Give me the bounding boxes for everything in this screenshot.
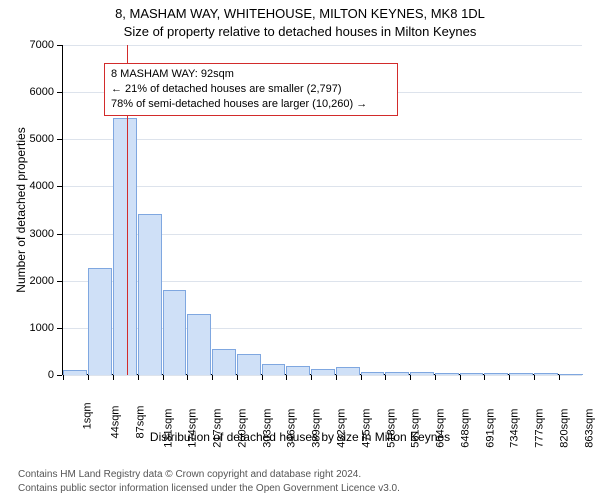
x-tick-mark xyxy=(385,375,386,380)
y-axis-label: Number of detached properties xyxy=(14,127,28,292)
chart-title-line1: 8, MASHAM WAY, WHITEHOUSE, MILTON KEYNES… xyxy=(0,6,600,21)
x-tick-mark xyxy=(212,375,213,380)
x-tick-label: 131sqm xyxy=(162,409,174,448)
x-tick-label: 863sqm xyxy=(583,409,595,448)
x-tick-label: 389sqm xyxy=(311,409,323,448)
x-tick-mark xyxy=(286,375,287,380)
bar xyxy=(187,314,211,375)
bar xyxy=(237,354,261,375)
y-tick-label: 7000 xyxy=(0,39,54,51)
grid-line xyxy=(62,45,582,46)
bar xyxy=(410,372,434,375)
x-tick-mark xyxy=(237,375,238,380)
x-tick-mark xyxy=(336,375,337,380)
callout-line2: ← 21% of detached houses are smaller (2,… xyxy=(111,82,391,97)
y-tick-label: 5000 xyxy=(0,133,54,145)
x-tick-mark xyxy=(484,375,485,380)
y-tick-mark xyxy=(57,375,62,376)
x-tick-label: 44sqm xyxy=(110,406,122,439)
bar xyxy=(484,373,508,375)
x-tick-label: 303sqm xyxy=(261,409,273,448)
bar xyxy=(361,372,385,375)
x-tick-label: 87sqm xyxy=(134,406,146,439)
y-tick-label: 3000 xyxy=(0,228,54,240)
x-tick-label: 260sqm xyxy=(237,409,249,448)
x-tick-mark xyxy=(311,375,312,380)
x-tick-label: 518sqm xyxy=(385,409,397,448)
grid-line xyxy=(62,186,582,187)
x-tick-label: 820sqm xyxy=(558,409,570,448)
chart-container: 8, MASHAM WAY, WHITEHOUSE, MILTON KEYNES… xyxy=(0,0,600,500)
grid-line xyxy=(62,139,582,140)
y-tick-label: 1000 xyxy=(0,322,54,334)
footer-line2: Contains public sector information licen… xyxy=(18,482,400,496)
bar xyxy=(385,372,409,375)
x-tick-mark xyxy=(163,375,164,380)
x-tick-mark xyxy=(435,375,436,380)
y-tick-label: 0 xyxy=(0,369,54,381)
bar xyxy=(435,373,459,375)
bar xyxy=(286,366,310,375)
x-tick-label: 475sqm xyxy=(360,409,372,448)
y-tick-label: 4000 xyxy=(0,180,54,192)
x-tick-label: 1sqm xyxy=(82,402,94,429)
bar xyxy=(534,373,558,375)
bar xyxy=(559,374,583,375)
x-tick-mark xyxy=(460,375,461,380)
bar xyxy=(460,373,484,375)
x-tick-mark xyxy=(187,375,188,380)
callout-box: 8 MASHAM WAY: 92sqm ← 21% of detached ho… xyxy=(104,63,398,116)
bar xyxy=(311,369,335,375)
bar xyxy=(212,349,236,375)
x-tick-mark xyxy=(113,375,114,380)
x-tick-label: 346sqm xyxy=(286,409,298,448)
x-tick-mark xyxy=(534,375,535,380)
x-tick-mark xyxy=(262,375,263,380)
x-tick-mark xyxy=(509,375,510,380)
bar xyxy=(163,290,187,375)
x-tick-mark xyxy=(559,375,560,380)
bar xyxy=(113,118,137,375)
x-tick-mark xyxy=(361,375,362,380)
footer-attribution: Contains HM Land Registry data © Crown c… xyxy=(18,468,400,495)
grid-line xyxy=(62,375,582,376)
x-tick-mark xyxy=(63,375,64,380)
bar xyxy=(336,367,360,375)
callout-line3: 78% of semi-detached houses are larger (… xyxy=(111,97,391,112)
x-tick-label: 648sqm xyxy=(459,409,471,448)
x-tick-mark xyxy=(138,375,139,380)
x-tick-label: 691sqm xyxy=(484,409,496,448)
x-tick-label: 217sqm xyxy=(212,409,224,448)
bar xyxy=(138,214,162,375)
x-tick-mark xyxy=(88,375,89,380)
bar xyxy=(509,373,533,375)
x-tick-label: 561sqm xyxy=(410,409,422,448)
x-tick-label: 174sqm xyxy=(187,409,199,448)
footer-line1: Contains HM Land Registry data © Crown c… xyxy=(18,468,400,482)
bar xyxy=(63,370,87,375)
y-tick-label: 6000 xyxy=(0,86,54,98)
x-tick-label: 777sqm xyxy=(534,409,546,448)
bar xyxy=(88,268,112,375)
y-axis-line xyxy=(62,45,63,375)
x-tick-label: 734sqm xyxy=(509,409,521,448)
y-tick-label: 2000 xyxy=(0,275,54,287)
x-tick-label: 432sqm xyxy=(336,409,348,448)
x-tick-label: 604sqm xyxy=(435,409,447,448)
x-tick-mark xyxy=(410,375,411,380)
bar xyxy=(262,364,286,375)
chart-title-line2: Size of property relative to detached ho… xyxy=(0,24,600,39)
callout-line1: 8 MASHAM WAY: 92sqm xyxy=(111,67,391,82)
